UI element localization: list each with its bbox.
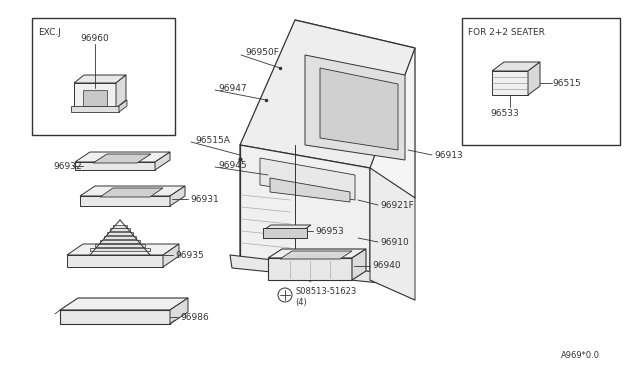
Polygon shape (80, 196, 170, 206)
Polygon shape (270, 178, 350, 202)
Polygon shape (268, 249, 366, 258)
Polygon shape (113, 225, 127, 228)
Polygon shape (370, 168, 415, 300)
Text: (4): (4) (295, 298, 307, 308)
Polygon shape (528, 62, 540, 95)
Polygon shape (170, 186, 185, 206)
Polygon shape (230, 255, 380, 283)
Polygon shape (67, 255, 163, 267)
Polygon shape (305, 55, 405, 160)
Text: 96947: 96947 (218, 83, 246, 93)
Text: 96921F: 96921F (380, 201, 413, 209)
Polygon shape (90, 248, 150, 251)
Polygon shape (155, 152, 170, 170)
Text: 96515A: 96515A (195, 135, 230, 144)
Polygon shape (104, 236, 136, 239)
Text: S08513-51623: S08513-51623 (295, 288, 356, 296)
Text: A969*0.0: A969*0.0 (561, 350, 600, 359)
Polygon shape (67, 244, 179, 255)
Text: 96515: 96515 (552, 78, 580, 87)
Polygon shape (75, 162, 155, 170)
Text: 96986: 96986 (180, 312, 209, 321)
Polygon shape (280, 251, 352, 259)
Polygon shape (60, 310, 170, 324)
Polygon shape (83, 90, 107, 106)
Polygon shape (268, 258, 352, 280)
Polygon shape (119, 100, 127, 112)
Polygon shape (240, 145, 370, 280)
Polygon shape (60, 298, 188, 310)
Text: EXC.J: EXC.J (38, 28, 61, 37)
Text: 96913: 96913 (434, 151, 463, 160)
Text: 96533: 96533 (491, 109, 520, 118)
Polygon shape (100, 188, 163, 197)
Circle shape (117, 313, 121, 317)
Text: 96940: 96940 (372, 262, 401, 270)
Polygon shape (240, 20, 415, 168)
Polygon shape (71, 106, 119, 112)
Text: 96945: 96945 (218, 160, 246, 170)
Polygon shape (492, 71, 528, 95)
Text: 96931: 96931 (190, 195, 219, 203)
Polygon shape (116, 75, 126, 108)
Polygon shape (263, 228, 307, 238)
Polygon shape (295, 20, 415, 198)
Polygon shape (75, 152, 170, 162)
Polygon shape (492, 62, 540, 71)
Polygon shape (352, 249, 366, 280)
Text: 96935: 96935 (175, 250, 204, 260)
Polygon shape (93, 154, 151, 163)
Polygon shape (74, 75, 126, 83)
Polygon shape (320, 68, 398, 150)
Polygon shape (100, 240, 140, 243)
Polygon shape (260, 158, 355, 200)
Text: 96950F: 96950F (245, 48, 279, 57)
Text: 96910: 96910 (380, 237, 409, 247)
Polygon shape (107, 232, 133, 235)
Text: 96960: 96960 (81, 33, 109, 42)
Text: 96953: 96953 (315, 227, 344, 235)
Polygon shape (95, 244, 145, 247)
Polygon shape (163, 244, 179, 267)
Polygon shape (110, 228, 130, 231)
Polygon shape (80, 186, 185, 196)
Text: FOR 2+2 SEATER: FOR 2+2 SEATER (468, 28, 545, 37)
Polygon shape (74, 83, 116, 108)
Polygon shape (170, 298, 188, 324)
Text: 96932: 96932 (53, 161, 82, 170)
Polygon shape (265, 225, 311, 229)
